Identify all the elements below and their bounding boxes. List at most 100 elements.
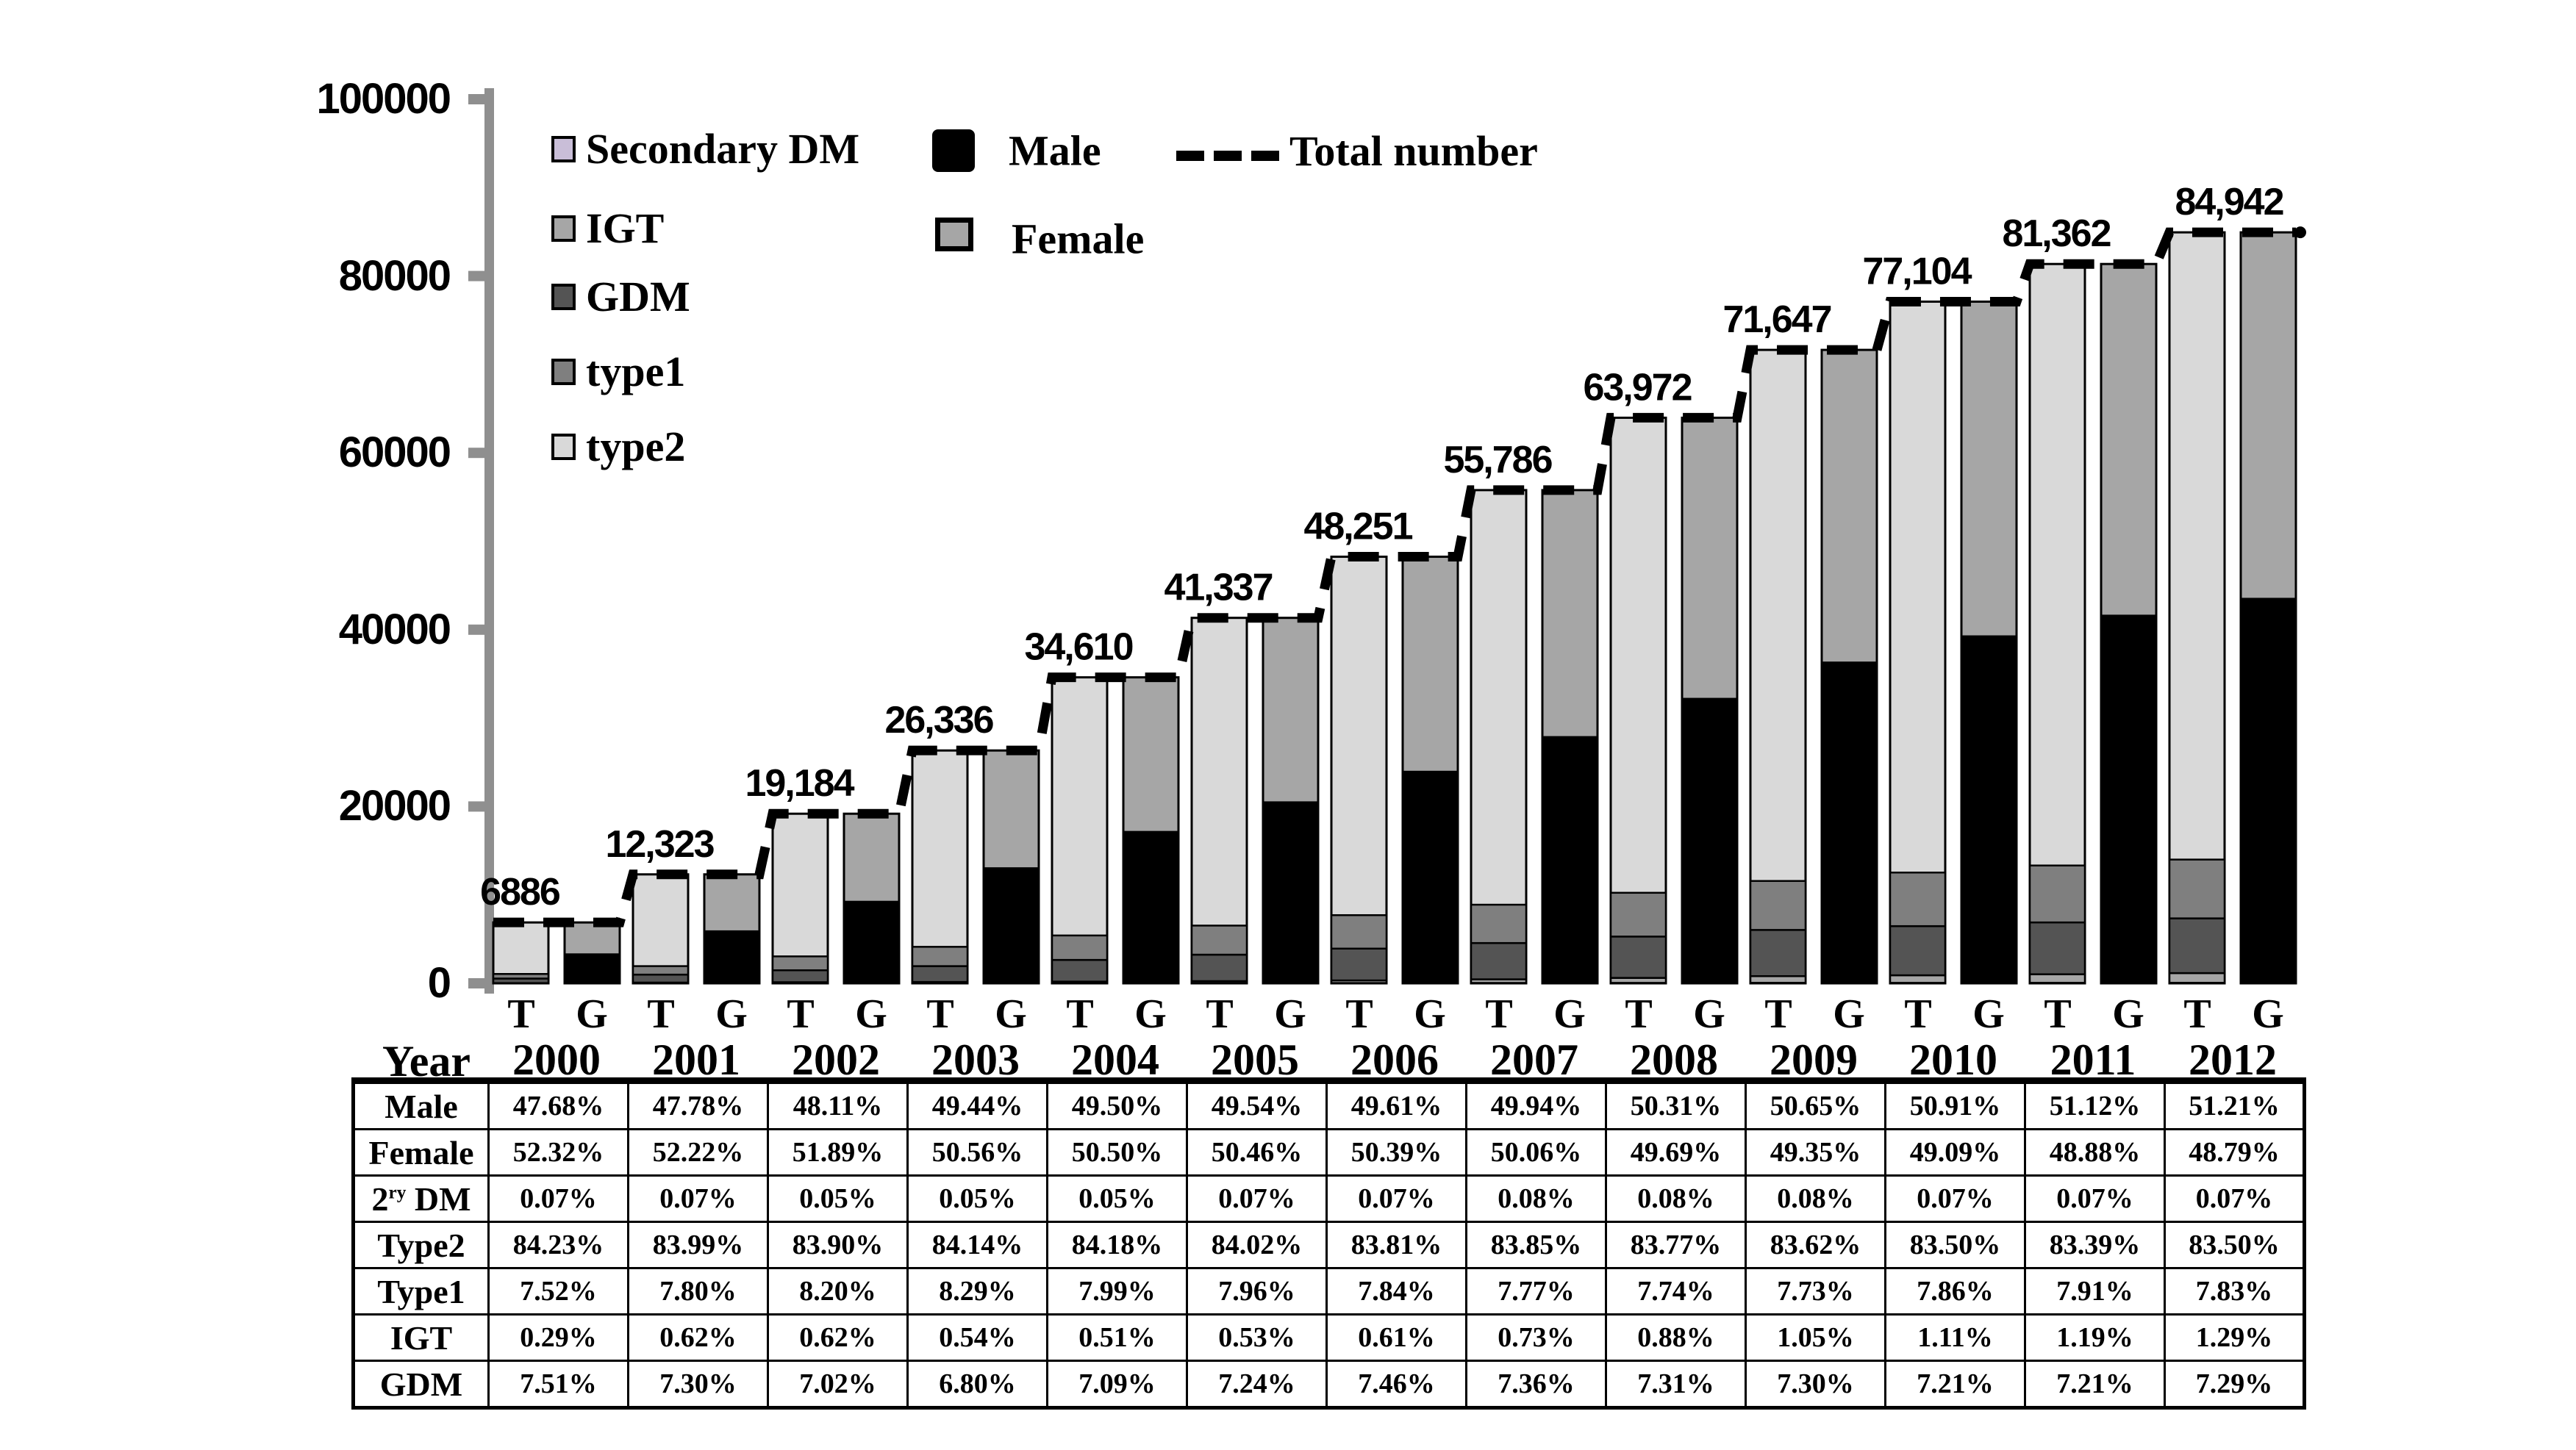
t-bar-igt-2012 xyxy=(2168,972,2226,984)
row-header-gdm: GDM xyxy=(352,1360,490,1409)
t-bar-gdm-2003 xyxy=(911,965,969,983)
table-row-male: Male 47.68% 47.78% 48.11% 49.44% 49.50% 49.54%… xyxy=(352,1080,2305,1130)
g-bar-label: G xyxy=(1553,991,1586,1037)
y-axis-tick xyxy=(468,448,484,459)
cell-female: 49.69% xyxy=(1605,1128,1747,1177)
cell-type1: 7.91% xyxy=(2024,1267,2166,1316)
g-bar-male-2001 xyxy=(703,930,761,985)
t-bar-gdm-2006 xyxy=(1330,947,1388,982)
cell-type2: 84.18% xyxy=(1046,1221,1188,1269)
g-bar-label: G xyxy=(995,991,1027,1037)
g-bar-label: G xyxy=(2252,991,2284,1037)
y-tick-label-80000: 80000 xyxy=(338,252,451,300)
total-label: 26,336 xyxy=(884,699,993,742)
cell-male: 47.78% xyxy=(627,1080,769,1130)
legend-item-secondary-dm: Secondary DM xyxy=(551,124,859,173)
cell-secondary-dm: 0.08% xyxy=(1605,1174,1747,1223)
g-bar-label: G xyxy=(1833,991,1865,1037)
cell-type2: 83.81% xyxy=(1325,1221,1467,1269)
total-label: 55,786 xyxy=(1443,439,1552,481)
cell-secondary-dm: 0.08% xyxy=(1745,1174,1886,1223)
g-bar-male-2000 xyxy=(563,953,621,985)
cell-type1: 7.73% xyxy=(1745,1267,1886,1316)
cell-gdm: 7.30% xyxy=(627,1360,769,1409)
total-label: 19,184 xyxy=(745,762,854,805)
year-label: 2009 xyxy=(1770,1036,1858,1084)
cell-male: 50.65% xyxy=(1745,1080,1886,1130)
g-bar-male-2009 xyxy=(1820,661,1878,985)
table-row-female: Female 52.32% 52.22% 51.89% 50.56% 50.50% 50.4… xyxy=(352,1128,2305,1177)
t-bar-type1-2004 xyxy=(1051,934,1109,961)
legend-item-gdm: GDM xyxy=(551,272,690,321)
total-label: 6886 xyxy=(480,871,560,914)
legend-item-type1: type1 xyxy=(551,347,685,396)
cell-type2: 83.39% xyxy=(2024,1221,2166,1269)
legend-label-total-number: Total number xyxy=(1289,126,1538,175)
t-bar-type1-2002 xyxy=(771,955,829,972)
g-bar-label: G xyxy=(576,991,608,1037)
male-swatch-icon xyxy=(932,129,975,172)
t-bar-label: T xyxy=(1206,991,1233,1037)
table-row-type1: Type1 7.52% 7.80% 8.20% 8.29% 7.99% 7.96% 7.84%… xyxy=(352,1267,2305,1316)
legend-item-type2: type2 xyxy=(551,422,685,471)
cell-type2: 83.50% xyxy=(2164,1221,2305,1269)
t-bar-label: T xyxy=(1904,991,1931,1037)
cell-gdm: 6.80% xyxy=(906,1360,1048,1409)
y-tick-label-100000: 100000 xyxy=(316,75,451,123)
t-bar-type1-2000 xyxy=(492,973,550,980)
y-axis-tick xyxy=(468,624,484,635)
t-bar-igt-2011 xyxy=(2028,973,2086,984)
cell-male: 50.31% xyxy=(1605,1080,1747,1130)
cell-gdm: 7.31% xyxy=(1605,1360,1747,1409)
cell-female: 51.89% xyxy=(767,1128,909,1177)
cell-type1: 7.84% xyxy=(1325,1267,1467,1316)
t-bar-type1-2007 xyxy=(1470,903,1528,944)
g-bar-label: G xyxy=(1414,991,1446,1037)
t-bar-label: T xyxy=(1764,991,1792,1037)
total-label: 71,647 xyxy=(1722,298,1831,341)
t-bar-igt-2010 xyxy=(1889,974,1947,984)
cell-type2: 84.14% xyxy=(906,1221,1048,1269)
cell-igt: 0.29% xyxy=(487,1313,629,1362)
table-row-secondary-dm: 2ry DM 0.07% 0.07% 0.05% 0.05% 0.05% 0.07% 0.07… xyxy=(352,1174,2305,1223)
year-label: 2012 xyxy=(2189,1036,2277,1084)
cell-secondary-dm: 0.05% xyxy=(1046,1174,1188,1223)
table-row-gdm: GDM 7.51% 7.30% 7.02% 6.80% 7.09% 7.24% 7.46% 7.… xyxy=(352,1360,2305,1409)
cell-gdm: 7.09% xyxy=(1046,1360,1188,1409)
t-bar-igt-2009 xyxy=(1749,975,1807,984)
cell-male: 51.12% xyxy=(2024,1080,2166,1130)
cell-gdm: 7.46% xyxy=(1325,1360,1467,1409)
cell-type1: 7.80% xyxy=(627,1267,769,1316)
y-axis-tick xyxy=(468,978,484,988)
cell-type2: 83.90% xyxy=(767,1221,909,1269)
g-bar-male-2012 xyxy=(2239,597,2297,985)
t-bar-label: T xyxy=(1625,991,1652,1037)
legend-label-male: Male xyxy=(1009,126,1101,175)
t-bar-gdm-2008 xyxy=(1609,936,1667,979)
cell-type1: 7.86% xyxy=(1884,1267,2026,1316)
t-bar-type2-2011 xyxy=(2028,262,2086,985)
cell-igt: 0.51% xyxy=(1046,1313,1188,1362)
t-bar-label: T xyxy=(2044,991,2071,1037)
y-axis-line xyxy=(484,88,494,994)
t-bar-type1-2010 xyxy=(1889,872,1947,927)
cell-female: 48.79% xyxy=(2164,1128,2305,1177)
year-label: 2005 xyxy=(1211,1036,1299,1084)
total-label: 63,972 xyxy=(1583,366,1691,409)
cell-secondary-dm: 0.07% xyxy=(2024,1174,2166,1223)
cell-igt: 0.53% xyxy=(1186,1313,1328,1362)
cell-igt: 0.54% xyxy=(906,1313,1048,1362)
t-bar-gdm-2005 xyxy=(1190,953,1248,983)
percentage-table: Male 47.68% 47.78% 48.11% 49.44% 49.50% 49.54%… xyxy=(351,1077,2306,1410)
t-bar-gdm-2001 xyxy=(632,973,690,984)
cell-female: 52.22% xyxy=(627,1128,769,1177)
y-axis-tick xyxy=(468,801,484,812)
year-label: 2007 xyxy=(1490,1036,1578,1084)
